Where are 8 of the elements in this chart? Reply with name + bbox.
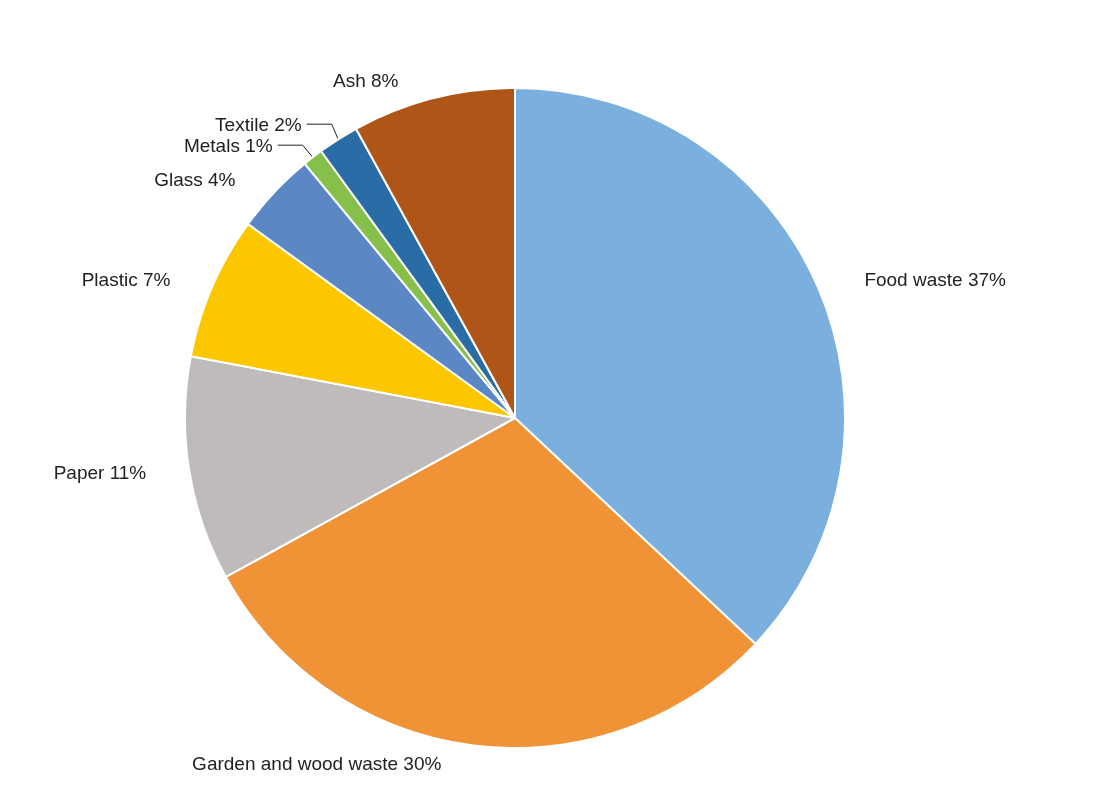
slice-label: Plastic 7% [81,269,171,291]
slice-label: Garden and wood waste 30% [192,752,442,774]
slice-label: Textile 2% [215,113,302,135]
slice-label: Paper 11% [53,461,147,483]
slice-label: Food waste 37% [864,269,1007,291]
slice-label: Glass 4% [154,169,236,191]
slice-label: Metals 1% [183,134,273,156]
slice-label: Ash 8% [332,70,399,92]
